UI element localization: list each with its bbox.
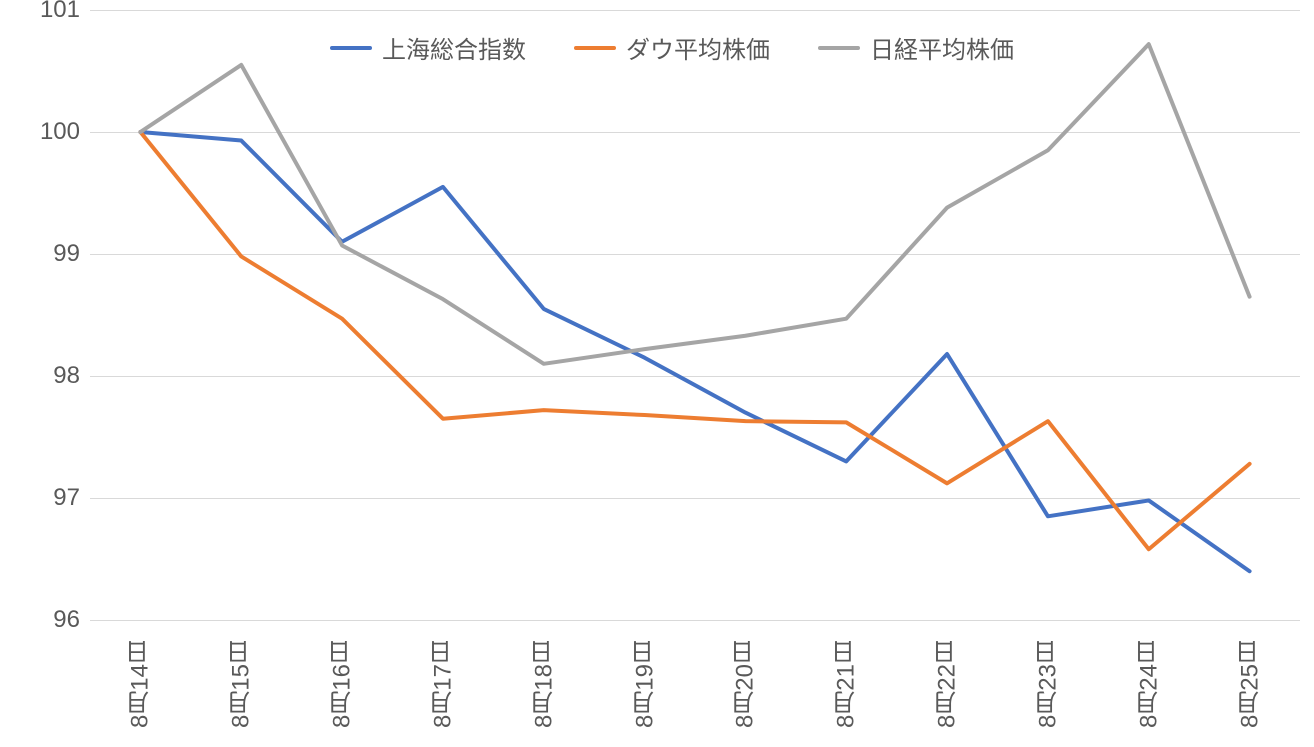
x-tick-label: 8月22日 <box>930 640 965 728</box>
legend-label: 上海総合指数 <box>382 30 526 65</box>
x-tick-label: 8月14日 <box>123 640 158 728</box>
series-line-0 <box>140 132 1249 571</box>
legend-swatch <box>574 46 616 50</box>
plot-area <box>0 0 1314 747</box>
x-tick-label: 8月18日 <box>526 640 561 728</box>
legend-item-1: ダウ平均株価 <box>574 30 770 65</box>
x-tick-label: 8月20日 <box>728 640 763 728</box>
x-tick-label: 8月23日 <box>1030 640 1065 728</box>
legend-item-0: 上海総合指数 <box>330 30 526 65</box>
legend: 上海総合指数 ダウ平均株価 日経平均株価 <box>330 30 1014 65</box>
x-tick-label: 8月16日 <box>325 640 360 728</box>
legend-label: ダウ平均株価 <box>626 30 770 65</box>
x-tick-label: 8月19日 <box>627 640 662 728</box>
line-chart: 96979899100101 8月14日8月15日8月16日8月17日8月18日… <box>0 0 1314 747</box>
x-tick-label: 8月15日 <box>224 640 259 728</box>
x-tick-label: 8月24日 <box>1131 640 1166 728</box>
x-tick-label: 8月21日 <box>829 640 864 728</box>
x-tick-label: 8月25日 <box>1232 640 1267 728</box>
legend-swatch <box>330 46 372 50</box>
legend-swatch <box>818 46 860 50</box>
legend-label: 日経平均株価 <box>870 30 1014 65</box>
x-tick-label: 8月17日 <box>425 640 460 728</box>
legend-item-2: 日経平均株価 <box>818 30 1014 65</box>
